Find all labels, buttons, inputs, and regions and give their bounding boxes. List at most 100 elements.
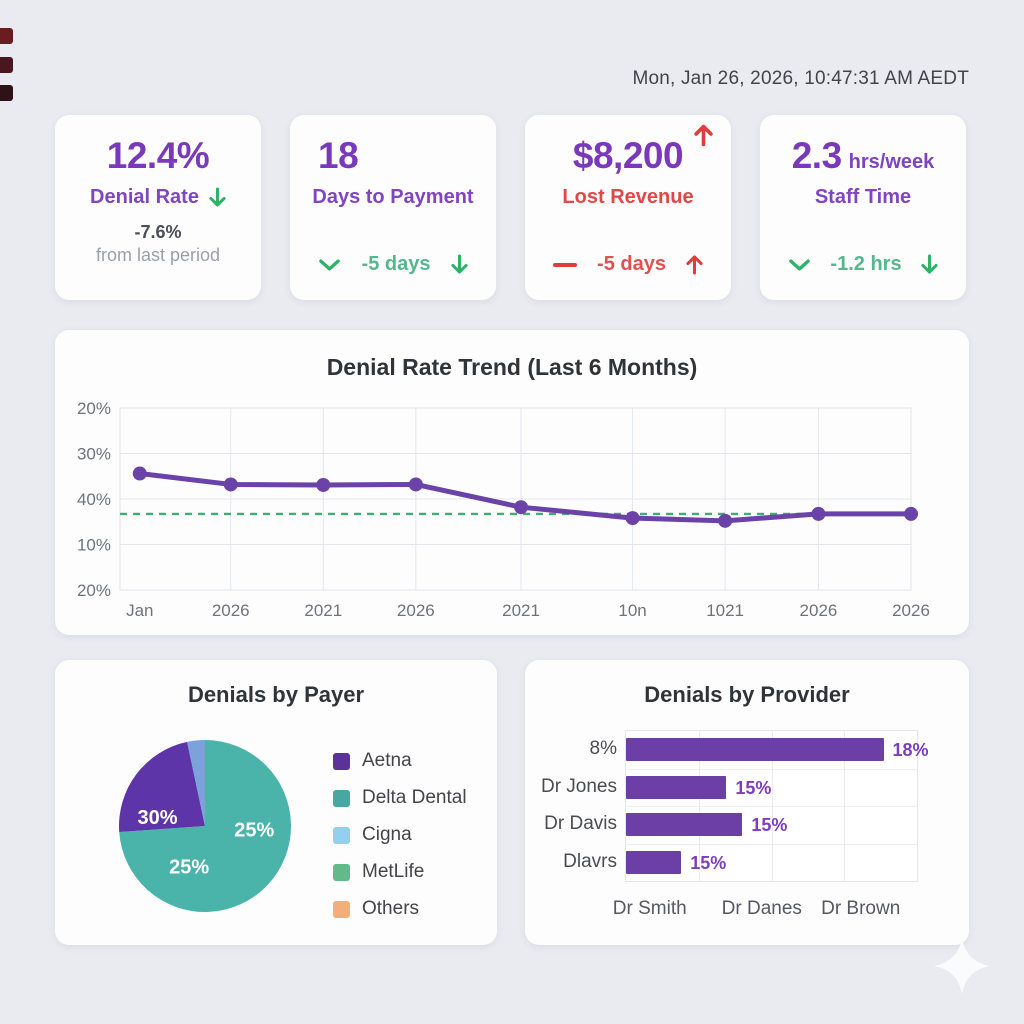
h-gridline <box>626 768 917 770</box>
bar-value-label: 15% <box>735 777 772 798</box>
denial-rate-label-row: Denial Rate <box>90 186 226 209</box>
sparkle-icon <box>932 936 992 996</box>
legend-swatch <box>333 826 350 844</box>
pie-slice-label: 25% <box>234 820 274 842</box>
denials-by-payer-pie-chart: 30% 25% 25% <box>119 740 291 912</box>
data-point <box>316 477 331 492</box>
bar-row: 15% <box>626 769 917 807</box>
legend-label: Others <box>362 898 420 919</box>
arrow-down-icon <box>209 187 226 208</box>
legend-swatch <box>333 900 350 918</box>
bar-value-label: 15% <box>690 852 727 873</box>
kpi-staff-time-content: 2.3 hrs/week Staff Time -1.2 hrs <box>760 115 966 300</box>
kpi-card-lost-revenue[interactable]: $8,200 Lost Revenue -5 days <box>525 115 731 300</box>
pie-slice-aetna <box>119 741 205 832</box>
bar-category-label: Dr Davis <box>544 813 617 834</box>
bar-row: 15% <box>626 806 917 844</box>
edge-artifact <box>0 28 13 44</box>
data-point <box>514 500 529 515</box>
legend-label: Delta Dental <box>362 787 467 808</box>
staff-time-change: -1.2 hrs <box>830 253 902 275</box>
kpi-card-staff-time[interactable]: 2.3 hrs/week Staff Time -1.2 hrs <box>760 115 966 300</box>
arrow-up-icon <box>694 123 713 147</box>
bar <box>626 813 743 836</box>
staff-time-value: 2.3 <box>791 135 842 176</box>
edge-artifact <box>0 85 13 101</box>
data-point <box>223 477 238 492</box>
x-tick-label: 2021 <box>304 601 342 620</box>
kpi-lost-revenue-content: $8,200 Lost Revenue -5 days <box>525 115 731 300</box>
data-point <box>625 511 640 526</box>
staff-time-unit: hrs/week <box>848 151 935 173</box>
lost-revenue-value-row: $8,200 <box>572 124 713 178</box>
y-tick-label: 40% <box>77 490 111 509</box>
denials-by-provider-card: Denials by Provider 8% Dr Jones Dr Davis Dl… <box>525 660 969 945</box>
plot-border <box>119 407 912 591</box>
h-gridline <box>626 806 917 807</box>
x-tick-label: 2026 <box>212 601 250 620</box>
lost-revenue-change: -5 days <box>597 253 666 275</box>
data-point <box>904 506 918 521</box>
x-tick-label: 2026 <box>892 601 930 620</box>
bar-value-label: 18% <box>892 740 929 760</box>
legend-item-aetna[interactable]: Aetna <box>333 750 467 772</box>
bar <box>626 738 884 761</box>
h-gridline <box>626 843 917 845</box>
x-tick-label: 2026 <box>397 601 435 620</box>
days-to-payment-change-row: -5 days <box>318 253 468 276</box>
legend-label: Cigna <box>362 824 412 845</box>
legend-swatch <box>333 752 350 770</box>
data-point <box>408 477 423 492</box>
denials-by-provider-bar-chart: 18% 15% 15% 15% <box>625 730 929 882</box>
legend-item-metlife[interactable]: MetLife <box>333 861 467 883</box>
legend-label: Aetna <box>362 750 412 771</box>
bar <box>626 850 682 874</box>
pie-slice-delta-dental <box>119 740 291 912</box>
payer-legend: Aetna Delta Dental Cigna MetLife Others <box>333 750 467 920</box>
y-tick-label: 30% <box>77 445 111 464</box>
data-point <box>718 513 733 528</box>
legend-item-delta-dental[interactable]: Delta Dental <box>333 787 467 809</box>
legend-item-cigna[interactable]: Cigna <box>333 824 467 846</box>
lost-revenue-value: $8,200 <box>572 135 684 176</box>
denial-rate-label: Denial Rate <box>90 185 199 208</box>
staff-time-change-row: -1.2 hrs <box>788 253 938 276</box>
lost-revenue-label: Lost Revenue <box>562 185 694 208</box>
denial-rate-change: -7.6% <box>134 221 182 242</box>
denials-by-payer-card: Denials by Payer 30% 25% 25% Aetna Delta De… <box>55 660 497 945</box>
days-to-payment-label: Days to Payment <box>312 185 474 208</box>
bar <box>626 775 727 799</box>
pie-slice-label: 25% <box>169 856 209 878</box>
denial-rate-trend-chart: 20% 30% 40% 10% 20% Jan 2026 2021 2026 2021 10n 102… <box>77 399 930 620</box>
trend-chart-title: Denial Rate Trend (Last 6 Months) <box>326 354 698 380</box>
legend-label: MetLife <box>362 861 425 882</box>
pie-slice-cigna <box>187 740 205 826</box>
data-point <box>132 466 147 481</box>
arrow-down-icon <box>921 254 938 275</box>
denial-rate-change-block: -7.6% from last period <box>96 222 220 266</box>
payer-chart-title: Denials by Payer <box>187 682 365 707</box>
provider-chart-title: Denials by Provider <box>644 682 850 707</box>
denial-rate-change-caption: from last period <box>95 244 221 265</box>
x-tick-label: Jan <box>126 601 153 620</box>
bar-category-label: Dlavrs <box>563 850 617 872</box>
kpi-card-days-to-payment[interactable]: 18 Days to Payment -5 days <box>290 115 496 300</box>
legend-item-others[interactable]: Others <box>333 898 467 920</box>
denial-rate-trend-card: Denial Rate Trend (Last 6 Months) 20% 30%… <box>55 330 969 635</box>
denial-rate-value: 12.4% <box>106 135 210 176</box>
minus-icon <box>553 262 577 268</box>
staff-time-value-row: 2.3 hrs/week <box>792 135 935 178</box>
legend-swatch <box>333 863 350 881</box>
x-axis-label: Dr Danes <box>721 898 802 919</box>
x-tick-label: 1021 <box>706 601 744 620</box>
bar-row: 18% <box>626 731 929 769</box>
edge-artifact <box>0 57 13 73</box>
kpi-card-denial-rate[interactable]: 12.4% Denial Rate -7.6% from last period <box>55 115 261 300</box>
x-axis-label: Dr Brown <box>821 898 901 919</box>
arrow-down-icon <box>451 254 468 275</box>
bar-value-label: 15% <box>751 815 788 835</box>
bar-category-label: 8% <box>589 738 617 759</box>
lost-revenue-change-row: -5 days <box>553 253 703 276</box>
days-to-payment-value: 18 <box>318 135 359 176</box>
staff-time-label: Staff Time <box>814 185 912 208</box>
